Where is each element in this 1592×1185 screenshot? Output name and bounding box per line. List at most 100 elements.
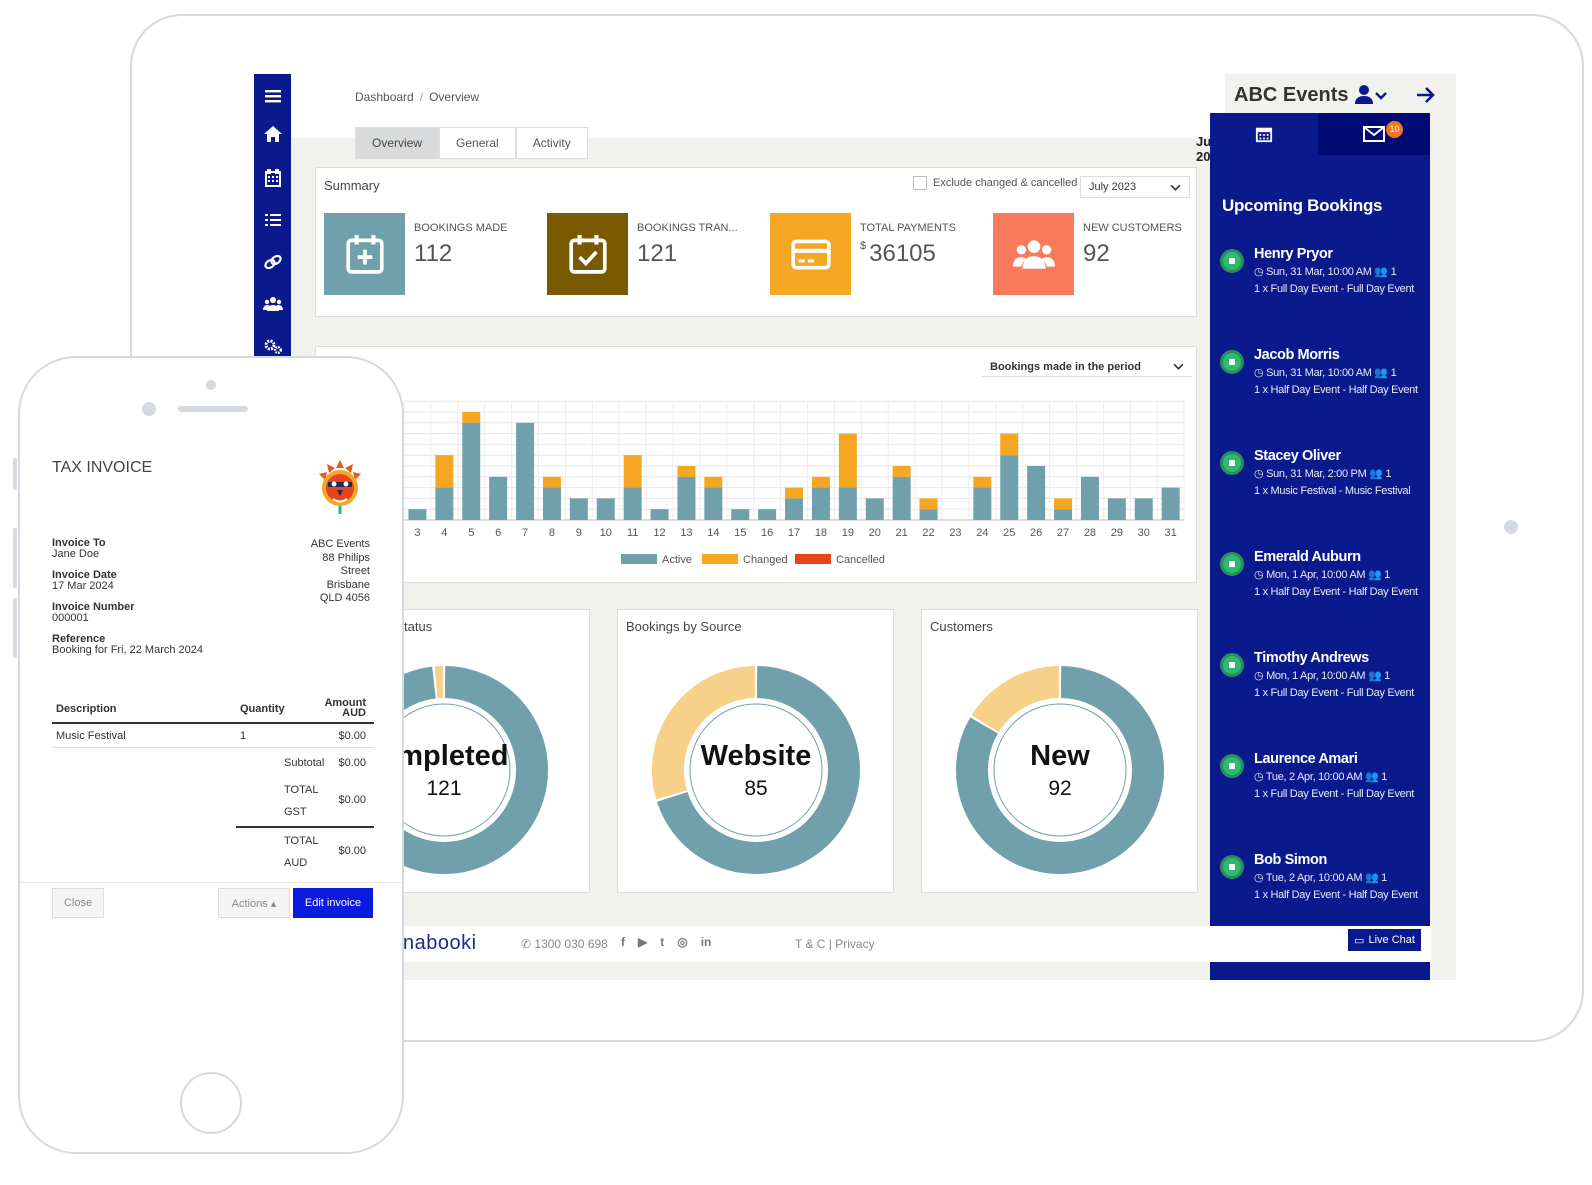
donut-slice-other[interactable] (434, 666, 444, 699)
bar-active-18[interactable] (811, 487, 830, 520)
bar-active-16[interactable] (758, 509, 777, 520)
donut-title: Customers (930, 619, 993, 634)
x-tick-label: 27 (1057, 527, 1069, 539)
actions-button[interactable]: Actions ▴ (218, 888, 290, 918)
currency-symbol: $ (860, 240, 867, 252)
bar-active-10[interactable] (596, 498, 615, 520)
link-icon[interactable] (254, 244, 291, 280)
invoice-date-value: 17 Mar 2024 (52, 580, 114, 592)
bar-active-27[interactable] (1054, 509, 1073, 520)
close-button[interactable]: Close (52, 888, 104, 918)
breadcrumb-dashboard[interactable]: Dashboard (355, 90, 414, 104)
bar-active-22[interactable] (919, 509, 938, 520)
bar-changed-25[interactable] (1000, 433, 1019, 456)
address-line: QLD 4056 (319, 592, 370, 604)
donut-slice-website[interactable] (656, 666, 860, 874)
bar-active-6[interactable] (489, 476, 508, 520)
bar-changed-14[interactable] (704, 476, 723, 488)
bar-changed-24[interactable] (973, 476, 992, 488)
calendar-icon[interactable] (254, 160, 291, 196)
customers-icon[interactable] (254, 286, 291, 322)
instagram-icon[interactable]: ◎ (677, 935, 688, 949)
chevron-down-icon (1173, 363, 1184, 370)
bar-changed-4[interactable] (435, 455, 454, 488)
guests-icon: 👥 (1365, 569, 1385, 581)
bar-changed-17[interactable] (785, 487, 804, 499)
bar-active-13[interactable] (677, 476, 696, 520)
list-icon[interactable] (254, 202, 291, 238)
donut-center-value: 85 (744, 777, 767, 800)
twitter-icon[interactable]: t (660, 935, 665, 949)
legend-swatch-cancelled (795, 554, 831, 564)
tab-activity[interactable]: Activity (515, 127, 588, 159)
donut-slice-other[interactable] (652, 666, 756, 800)
bar-active-7[interactable] (516, 422, 535, 520)
bar-active-31[interactable] (1161, 487, 1180, 520)
footer-links[interactable]: T & C | Privacy (795, 937, 875, 951)
bar-changed-5[interactable] (462, 412, 481, 423)
menu-icon[interactable] (254, 78, 291, 114)
x-tick-label: 23 (949, 527, 961, 539)
reference-label: Reference (52, 633, 106, 645)
facebook-icon[interactable]: f (621, 935, 625, 949)
bar-active-17[interactable] (785, 498, 804, 520)
bar-active-20[interactable] (865, 498, 884, 520)
bookings-bar-chart: 3 4 5 6 7 8 9 10 11 12 13 14 15 16 17 18 19 20 21 22 23 24 25 2… (403, 400, 1185, 566)
bar-active-25[interactable] (1000, 455, 1019, 520)
bar-active-15[interactable] (731, 509, 750, 520)
settings-icon[interactable] (254, 328, 291, 364)
exclude-changed-checkbox[interactable]: Exclude changed & cancelled (913, 176, 1077, 190)
bar-active-28[interactable] (1080, 476, 1099, 520)
user-menu-icon[interactable] (1354, 84, 1390, 108)
bar-changed-22[interactable] (919, 498, 938, 510)
bar-changed-8[interactable] (542, 476, 561, 488)
home-button[interactable] (180, 1072, 242, 1134)
bar-changed-11[interactable] (623, 455, 642, 488)
invoice-to-label: Invoice To (52, 537, 106, 549)
bar-changed-18[interactable] (811, 476, 830, 488)
tab-general[interactable]: General (439, 127, 516, 159)
donut-slice-returning[interactable] (971, 666, 1060, 733)
x-tick-label: 21 (896, 527, 908, 539)
tab-overview[interactable]: Overview (355, 127, 440, 159)
bar-active-5[interactable] (462, 422, 481, 520)
bar-active-26[interactable] (1027, 466, 1046, 520)
bar-active-24[interactable] (973, 487, 992, 520)
logout-arrow-icon[interactable] (1414, 84, 1438, 106)
chart-metric-select[interactable]: Bookings made in the period (982, 357, 1192, 377)
x-tick-label: 11 (627, 527, 638, 539)
bar-active-9[interactable] (569, 498, 588, 520)
month-select-value: July 2023 (1089, 181, 1137, 193)
checkbox[interactable] (913, 176, 927, 190)
bar-active-29[interactable] (1107, 498, 1126, 520)
bar-active-19[interactable] (838, 487, 857, 520)
messages-tab[interactable]: 10 (1318, 113, 1430, 155)
footer-phone: ✆ 1300 030 698 (521, 937, 608, 951)
bar-active-11[interactable] (623, 487, 642, 520)
bar-changed-13[interactable] (677, 466, 696, 477)
month-select[interactable]: July 2023 (1080, 176, 1190, 198)
bar-active-3[interactable] (408, 509, 427, 520)
booking-datetime-text: Tue, 2 Apr, 10:00 AM (1265, 771, 1363, 783)
bar-changed-27[interactable] (1054, 498, 1073, 510)
clock-icon: ◷ (1254, 670, 1267, 682)
edit-invoice-button[interactable]: Edit invoice (293, 888, 373, 918)
bar-active-30[interactable] (1134, 498, 1153, 520)
bar-active-8[interactable] (542, 487, 561, 520)
bar-active-4[interactable] (435, 487, 454, 520)
donut-slice-new[interactable] (956, 666, 1164, 874)
col-amount: Amount AUD (324, 698, 366, 719)
x-tick-label: 4 (441, 527, 447, 539)
calendar-tab[interactable] (1210, 113, 1318, 155)
bar-active-12[interactable] (650, 509, 669, 520)
linkedin-icon[interactable]: in (700, 935, 712, 949)
footer-logo: nabooki (403, 932, 477, 954)
home-icon[interactable] (254, 116, 291, 152)
bar-active-14[interactable] (704, 487, 723, 520)
bar-active-21[interactable] (892, 476, 911, 520)
youtube-icon[interactable]: ▶ (638, 935, 648, 949)
guests-icon: 👥 (1365, 670, 1385, 682)
bar-changed-21[interactable] (892, 466, 911, 477)
bar-changed-19[interactable] (838, 433, 857, 488)
live-chat-button[interactable]: ▭ Live Chat (1347, 928, 1422, 952)
